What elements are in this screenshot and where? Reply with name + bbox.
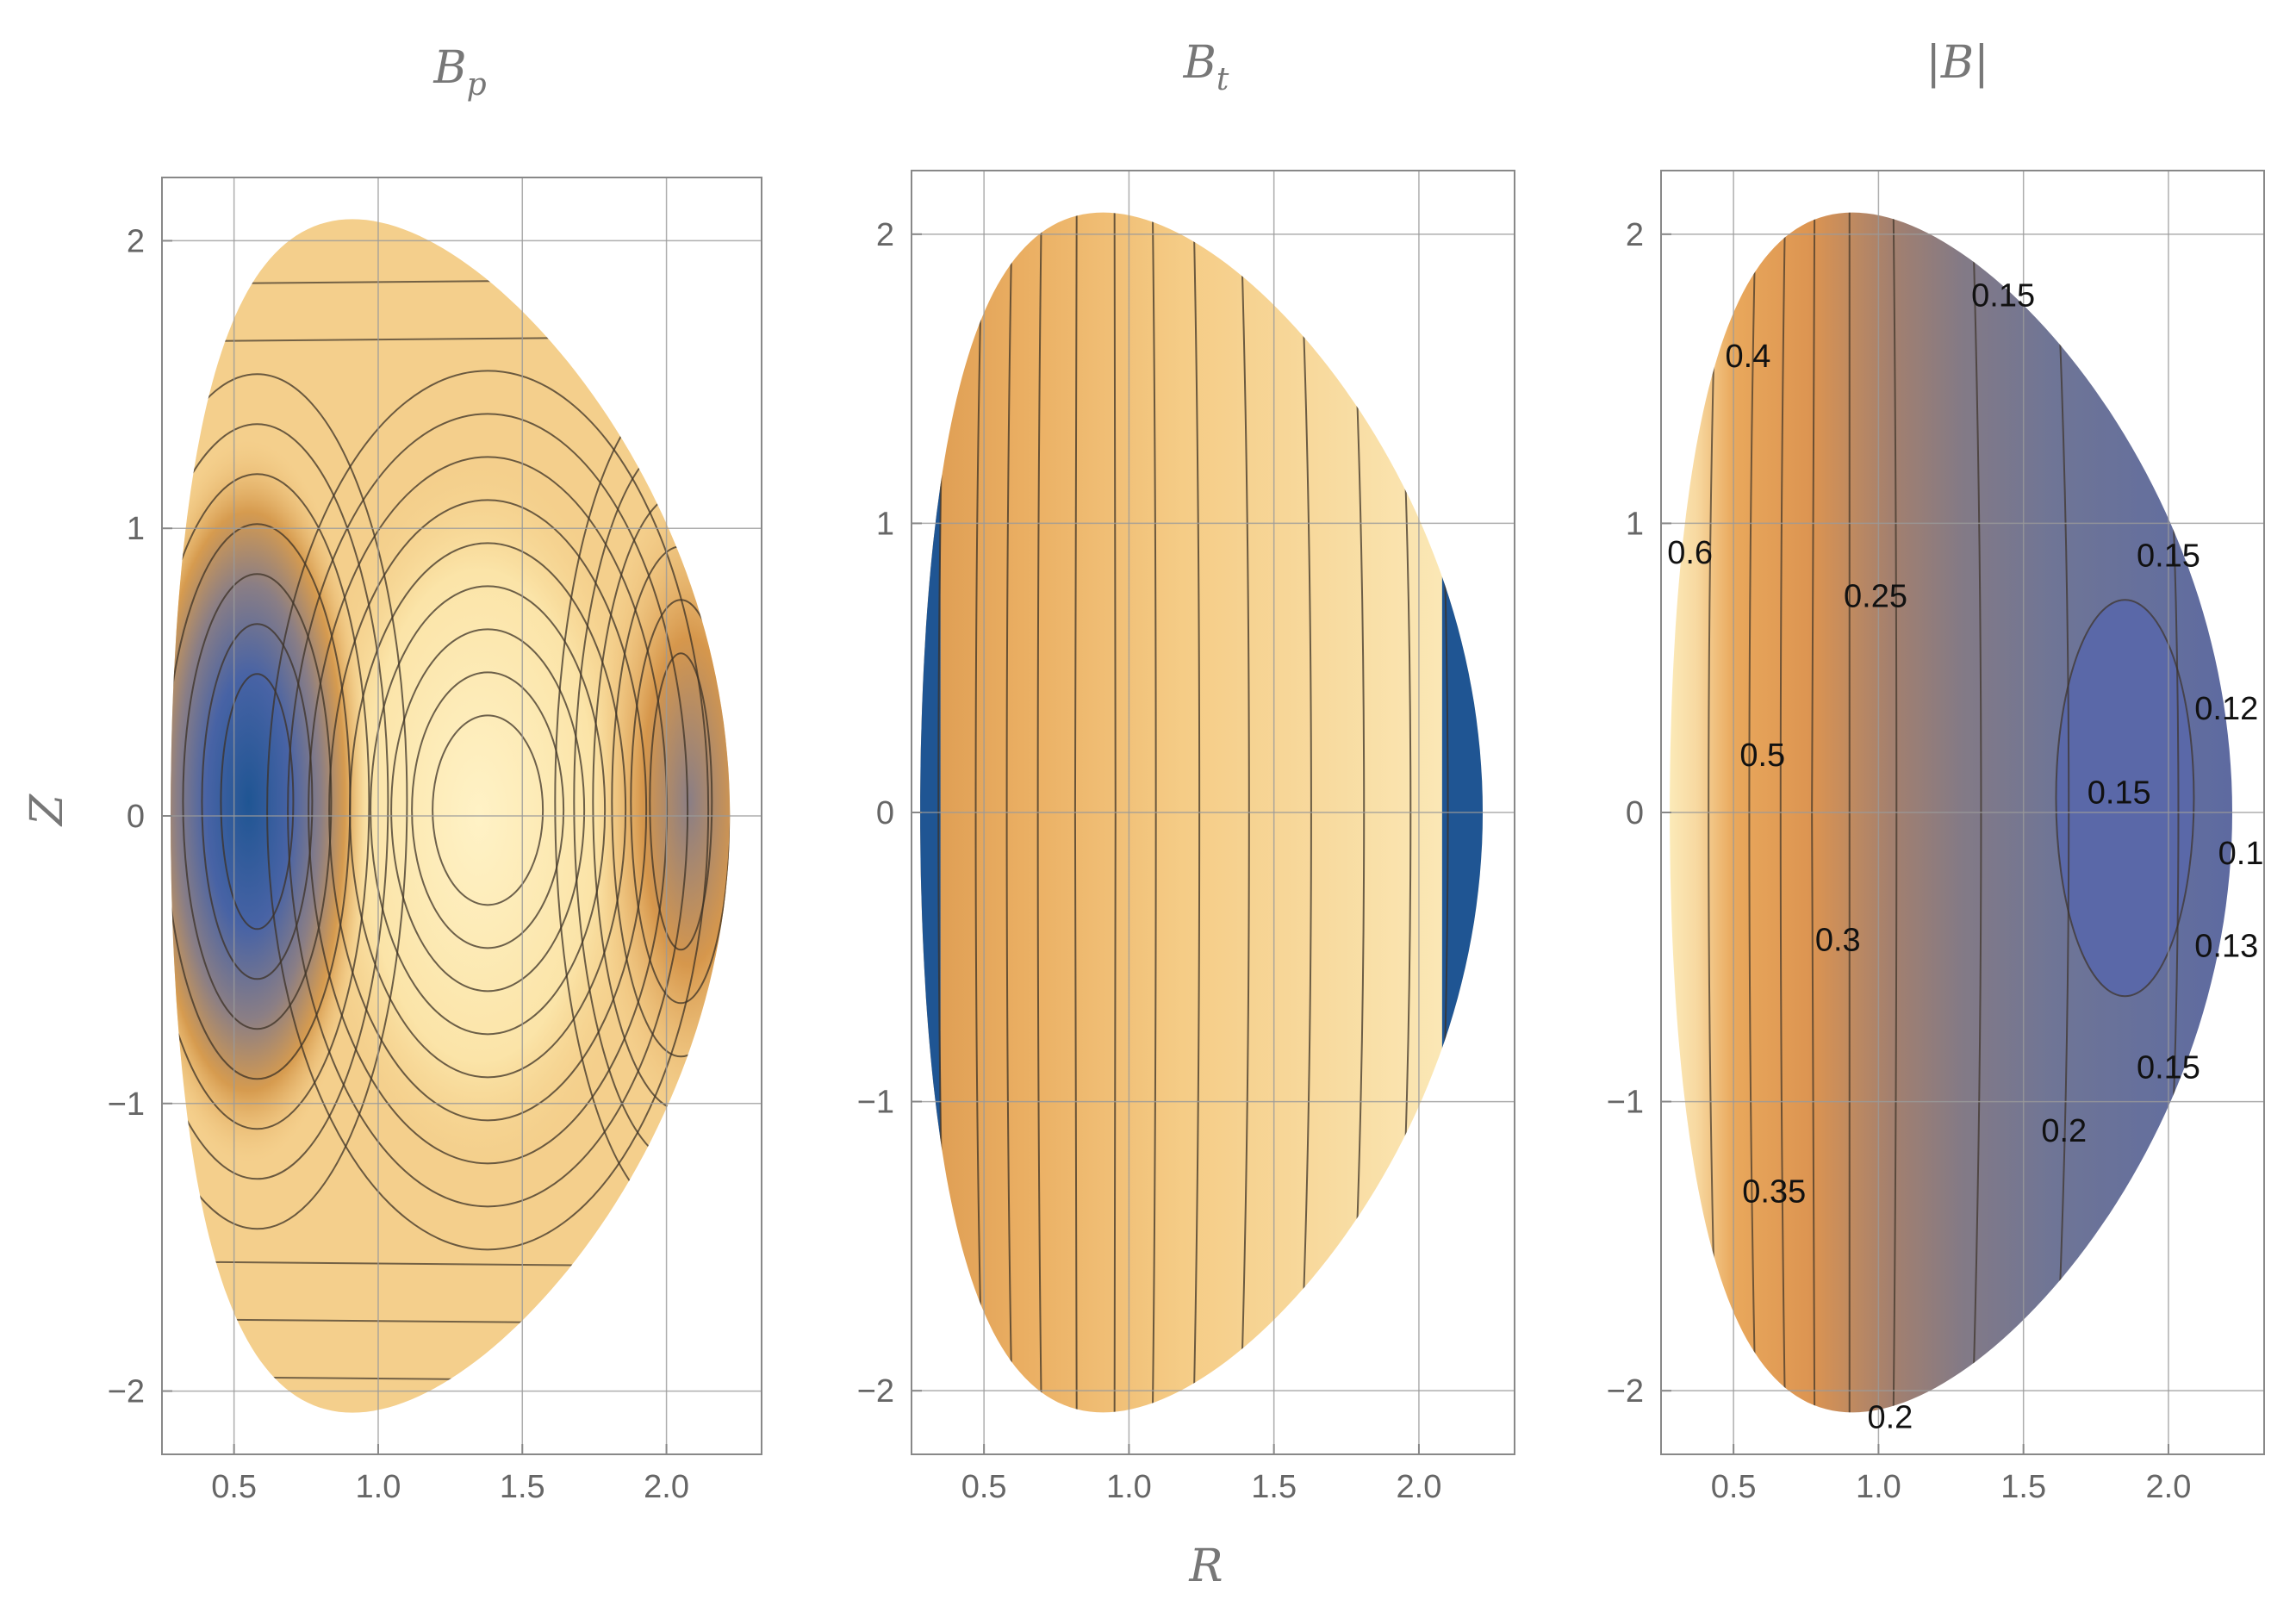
y-tick-label: 2 — [127, 223, 145, 259]
contour-line — [390, 628, 586, 993]
title-b-main: |B| — [1926, 37, 1988, 89]
contour-line — [220, 673, 295, 930]
contour-line — [201, 623, 314, 980]
contour-line — [171, 1375, 731, 1383]
title-bt-main: B — [1183, 37, 1216, 89]
contour-label: 0.15 — [1971, 277, 2035, 314]
y-axis-label: Z — [22, 794, 73, 827]
x-axis-label: R — [1188, 1540, 1223, 1592]
panel-b: 0.5 1.0 1.5 2.0 2 1 0 −1 −2 0.15 0.4 0.6 0.15 0.25 0.1… — [1607, 170, 2265, 1505]
contour-label: 0.5 — [1739, 738, 1785, 774]
panel-title-bp: Bp — [432, 42, 486, 103]
contour-line — [649, 652, 713, 951]
contour-label: 0.2 — [2041, 1113, 2087, 1149]
y-tick-label: 0 — [1626, 795, 1644, 831]
contour-label: 0.1 — [2218, 836, 2264, 872]
contour-line — [171, 523, 352, 1080]
y-tick-label: −1 — [857, 1085, 894, 1121]
y-tick-label: 2 — [1626, 217, 1644, 253]
panel-title-b: |B| — [1926, 37, 1988, 89]
contour-label: 0.25 — [1844, 578, 1907, 614]
y-tick-label: −2 — [1607, 1373, 1644, 1410]
contour-label: 0.4 — [1726, 339, 1771, 375]
contour-label: 0.3 — [1815, 923, 1861, 959]
contour-label: 0.15 — [2137, 538, 2200, 574]
x-tick-label: 1.5 — [500, 1469, 545, 1505]
low-field-core — [2056, 600, 2194, 997]
panel-bp: 0.5 1.0 1.5 2.0 2 1 0 −1 −2 — [108, 177, 762, 1505]
y-tick-label: 0 — [127, 799, 145, 835]
contour-line — [182, 573, 333, 1030]
y-tick-label: 1 — [876, 506, 894, 542]
contour-line — [411, 671, 565, 949]
contour-line — [630, 599, 731, 1005]
contour-label: 0.35 — [1742, 1174, 1806, 1211]
contour-label: 0.13 — [2194, 928, 2258, 964]
y-tick-label: 1 — [127, 511, 145, 547]
x-tick-label: 2.0 — [1397, 1469, 1442, 1505]
title-bp-main: B — [432, 42, 466, 94]
contour-label: 0.6 — [1667, 535, 1713, 571]
x-tick-label: 1.5 — [2000, 1469, 2046, 1505]
x-tick-label: 1.0 — [1856, 1469, 1901, 1505]
y-tick-label: −2 — [108, 1374, 145, 1410]
y-tick-label: −2 — [857, 1373, 894, 1410]
x-tick-label: 1.0 — [1106, 1469, 1152, 1505]
y-tick-label: −1 — [1607, 1085, 1644, 1121]
contour-line — [328, 499, 648, 1122]
y-tick-label: 1 — [1626, 506, 1644, 542]
x-tick-label: 0.5 — [211, 1469, 257, 1505]
panel-bt: 0.5 1.0 1.5 2.0 2 1 0 −1 −2 — [857, 170, 1515, 1505]
y-tick-label: 2 — [876, 217, 894, 253]
x-tick-label: 1.5 — [1251, 1469, 1297, 1505]
x-tick-label: 0.5 — [961, 1469, 1007, 1505]
contour-label: 0.12 — [2194, 691, 2258, 727]
contour-line — [266, 370, 710, 1251]
y-tick-label: 0 — [876, 795, 894, 831]
y-tick-label: −1 — [108, 1086, 145, 1123]
x-tick-label: 2.0 — [644, 1469, 689, 1505]
right-low-lobe — [594, 474, 731, 1130]
contour-label: 0.15 — [2088, 775, 2151, 812]
contour-line — [370, 585, 607, 1036]
panel-title-bt: Bt — [1183, 37, 1229, 97]
x-tick-label: 0.5 — [1711, 1469, 1757, 1505]
left-low-lobe — [171, 439, 370, 1164]
contour-line — [432, 714, 544, 906]
title-bt-sub: t — [1216, 62, 1229, 97]
x-tick-label: 2.0 — [2146, 1469, 2192, 1505]
contour-line — [2055, 599, 2195, 998]
x-tick-label: 1.0 — [356, 1469, 401, 1505]
contour-label: 0.2 — [1867, 1399, 1913, 1435]
contour-line — [171, 473, 370, 1130]
contour-line — [171, 373, 408, 1230]
contour-line — [171, 423, 389, 1180]
title-bp-sub: p — [467, 67, 487, 103]
contour-label: 0.15 — [2137, 1049, 2200, 1086]
contour-line — [287, 413, 689, 1208]
